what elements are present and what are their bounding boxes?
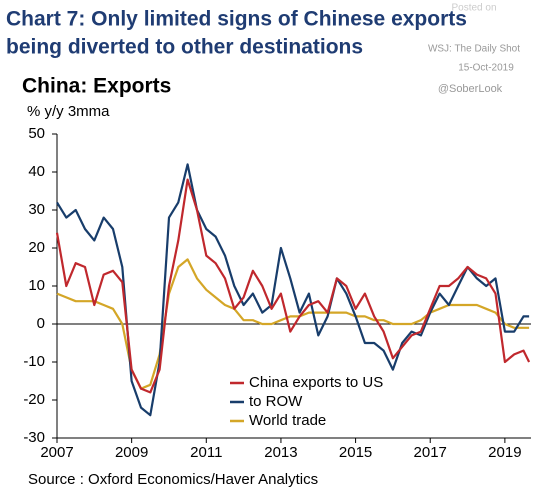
chart-title: Chart 7: Only limited signs of Chinese e… — [6, 8, 467, 31]
legend-label: World trade — [249, 412, 326, 429]
series-line — [55, 178, 531, 394]
y-tick-label: 40 — [28, 163, 45, 180]
y-tick-label: -10 — [23, 353, 45, 370]
x-tick-label: 2013 — [264, 444, 297, 461]
x-tick-label: 2007 — [40, 444, 73, 461]
x-tick-label: 2015 — [339, 444, 372, 461]
x-tick-label: 2017 — [414, 444, 447, 461]
y-tick-label: 10 — [28, 277, 45, 294]
x-tick-label: 2019 — [488, 444, 521, 461]
source: Source : Oxford Economics/Haver Analytic… — [28, 471, 318, 488]
watermark: Posted on — [451, 3, 496, 14]
legend-label: to ROW — [249, 393, 303, 410]
y-axis-label: % y/y 3mma — [27, 103, 110, 120]
chart-title: being diverted to other destinations — [6, 36, 363, 59]
y-tick-label: -30 — [23, 429, 45, 446]
watermark: @SoberLook — [438, 83, 503, 95]
y-tick-label: 0 — [37, 315, 45, 332]
legend-label: China exports to US — [249, 374, 383, 391]
y-tick-label: -20 — [23, 391, 45, 408]
x-tick-label: 2009 — [115, 444, 148, 461]
watermark: 15-Oct-2019 — [458, 63, 514, 74]
subtitle: China: Exports — [22, 75, 171, 98]
y-tick-label: 30 — [28, 201, 45, 218]
watermark: WSJ: The Daily Shot — [428, 44, 520, 55]
x-tick-label: 2011 — [190, 444, 222, 461]
series-line — [56, 163, 530, 417]
y-tick-label: 50 — [28, 125, 45, 142]
y-tick-label: 20 — [28, 239, 45, 256]
